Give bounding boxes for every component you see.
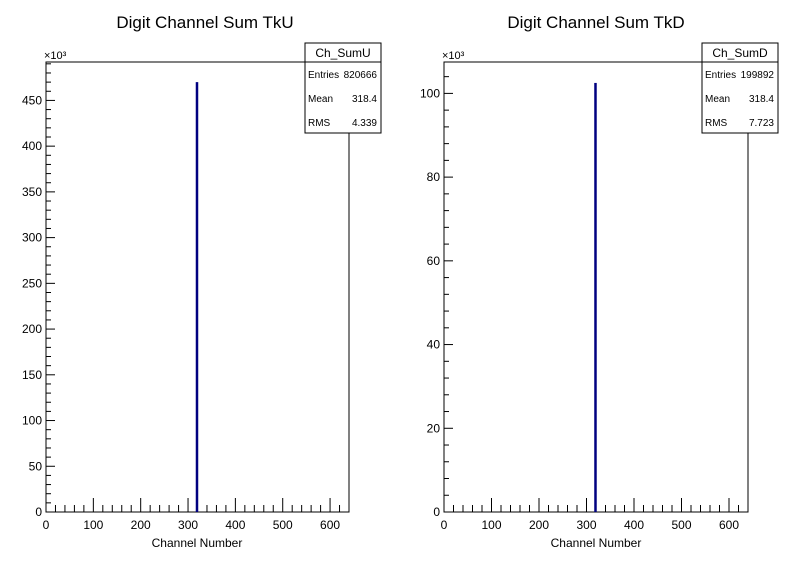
x-axis-label: Channel Number — [152, 536, 243, 550]
y-tick-label: 80 — [427, 170, 441, 184]
y-tick-label: 400 — [22, 139, 42, 153]
y-tick-label: 300 — [22, 231, 42, 245]
x-tick-label: 200 — [529, 518, 549, 532]
chart-title: Digit Channel Sum TkD — [507, 13, 684, 32]
y-tick-label: 450 — [22, 93, 42, 107]
stats-row-value: 318.4 — [749, 94, 774, 105]
x-tick-label: 400 — [225, 518, 245, 532]
stats-row-label: Mean — [705, 94, 730, 105]
y-axis-exponent: ×10³ — [44, 50, 67, 62]
y-tick-label: 50 — [29, 459, 43, 473]
x-tick-label: 300 — [178, 518, 198, 532]
stats-row-value: 199892 — [741, 70, 775, 81]
stats-box-title: Ch_SumD — [712, 46, 768, 60]
histogram-bar — [195, 82, 199, 512]
stats-row-label: Entries — [705, 70, 736, 81]
y-axis-exponent: ×10³ — [442, 50, 465, 62]
x-tick-label: 600 — [719, 518, 739, 532]
x-tick-label: 0 — [43, 518, 50, 532]
y-tick-label: 20 — [427, 421, 441, 435]
histogram-panel-2: Digit Channel Sum TkD ×10³ 0 20 40 60 80 100 0 10… — [420, 13, 779, 550]
y-tick-label: 200 — [22, 322, 42, 336]
stats-row-value: 820666 — [344, 70, 378, 81]
y-tick-label: 350 — [22, 185, 42, 199]
x-tick-label: 0 — [441, 518, 448, 532]
stats-box: Ch_SumU Entries 820666 Mean 318.4 RMS 4.339 — [304, 42, 382, 134]
chart-title: Digit Channel Sum TkU — [116, 13, 293, 32]
x-tick-label: 100 — [83, 518, 103, 532]
y-tick-label: 60 — [427, 254, 441, 268]
y-tick-label: 150 — [22, 368, 42, 382]
y-tick-label: 0 — [433, 505, 440, 519]
stats-box: Ch_SumD Entries 199892 Mean 318.4 RMS 7.723 — [701, 42, 779, 134]
stats-row-value: 7.723 — [749, 118, 774, 129]
stats-row-value: 318.4 — [352, 94, 377, 105]
histogram-panel-1: Digit Channel Sum TkU ×10³ 0 50 100 150 200 250… — [22, 13, 382, 550]
stats-row-label: RMS — [705, 118, 728, 129]
y-tick-label: 40 — [427, 338, 441, 352]
stats-row-label: RMS — [308, 118, 331, 129]
histogram-bar — [594, 82, 597, 512]
y-tick-label: 250 — [22, 276, 42, 290]
x-tick-label: 100 — [481, 518, 501, 532]
x-tick-label: 200 — [131, 518, 151, 532]
y-tick-label: 0 — [35, 505, 42, 519]
stats-box-frame — [701, 42, 779, 134]
x-tick-label: 500 — [273, 518, 293, 532]
x-tick-label: 500 — [671, 518, 691, 532]
stats-row-label: Mean — [308, 94, 333, 105]
stats-box-frame — [304, 42, 382, 134]
x-axis-label: Channel Number — [551, 536, 642, 550]
x-tick-label: 600 — [320, 518, 340, 532]
x-tick-label: 400 — [624, 518, 644, 532]
stats-row-value: 4.339 — [352, 118, 377, 129]
x-tick-label: 300 — [576, 518, 596, 532]
y-tick-label: 100 — [22, 414, 42, 428]
stats-box-title: Ch_SumU — [315, 46, 370, 60]
y-tick-label: 100 — [420, 86, 440, 100]
stats-row-label: Entries — [308, 70, 339, 81]
